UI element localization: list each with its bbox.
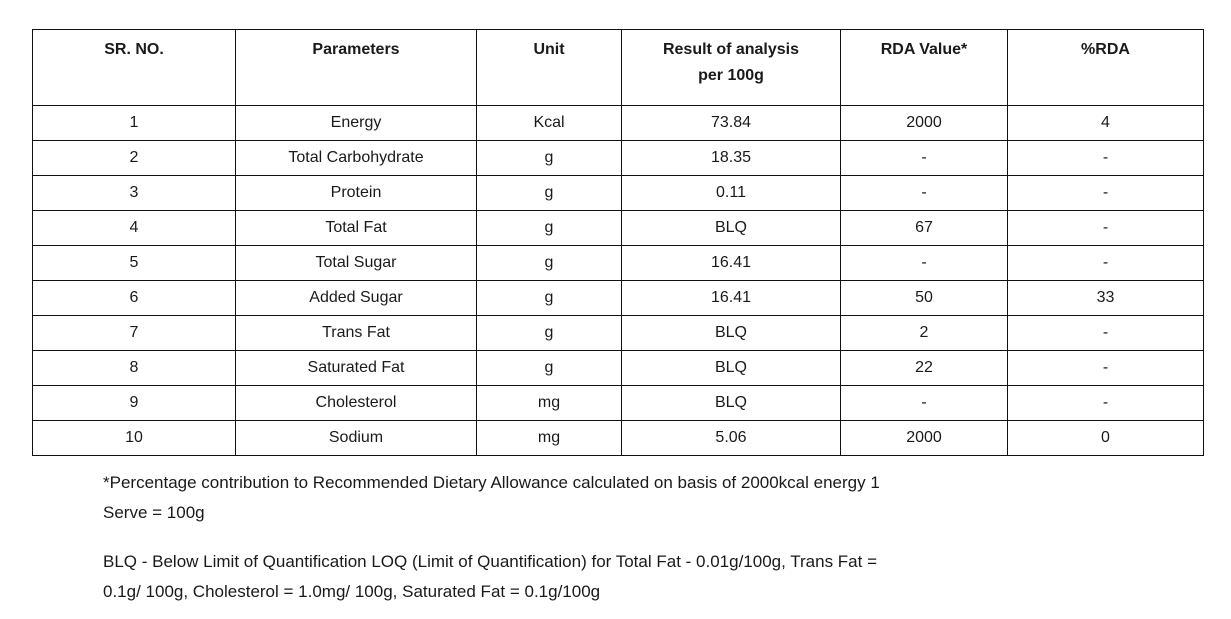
cell-unit: g bbox=[476, 350, 622, 386]
cell-parameters: Sodium bbox=[235, 420, 477, 456]
cell-result-of-analysis-per-100g: 16.41 bbox=[621, 280, 841, 316]
blq-footnote: BLQ - Below Limit of Quantification LOQ … bbox=[103, 552, 878, 601]
cell-parameters: Trans Fat bbox=[235, 315, 477, 351]
table-row: 1 Energy Kcal 73.84 2000 4 bbox=[32, 105, 1204, 141]
cell-result-of-analysis-per-100g: 16.41 bbox=[621, 245, 841, 281]
table-row: 7 Trans Fat g BLQ 2- bbox=[32, 315, 1204, 351]
cell-sr-no: 8 bbox=[32, 350, 236, 386]
cell-parameters: Saturated Fat bbox=[235, 350, 477, 386]
column-header-rda-value: RDA Value* bbox=[840, 29, 1008, 106]
table-row: 8 Saturated Fat g BLQ 22- bbox=[32, 350, 1204, 386]
cell-sr-no: 10 bbox=[32, 420, 236, 456]
cell-unit: g bbox=[476, 210, 622, 246]
nutrition-analysis-table: SR. NO. Parameters Unit Result of analysis … bbox=[32, 29, 1204, 456]
column-header-parameters: Parameters bbox=[235, 29, 477, 106]
cell-result-of-analysis-per-100g: BLQ bbox=[621, 385, 841, 421]
cell-sr-no: 5 bbox=[32, 245, 236, 281]
cell-sr-no: 7 bbox=[32, 315, 236, 351]
cell-rda-value: - bbox=[840, 140, 1008, 176]
cell-parameters: Total Carbohydrate bbox=[235, 140, 477, 176]
cell-rda-value: 2000 bbox=[840, 420, 1008, 456]
cell-unit: g bbox=[476, 280, 622, 316]
cell-sr-no: 9 bbox=[32, 385, 236, 421]
cell-unit: mg bbox=[476, 420, 622, 456]
column-header-sr-no: SR. NO. bbox=[32, 29, 236, 106]
cell-result-of-analysis-per-100g: BLQ bbox=[621, 210, 841, 246]
cell-rda-value: 2 bbox=[840, 315, 1008, 351]
cell-parameters: Protein bbox=[235, 175, 477, 211]
cell-unit: mg bbox=[476, 385, 622, 421]
cell-parameters: Total Sugar bbox=[235, 245, 477, 281]
cell-result-of-analysis-per-100g: BLQ bbox=[621, 315, 841, 351]
cell-rda-value: - bbox=[840, 175, 1008, 211]
cell-sr-no: 3 bbox=[32, 175, 236, 211]
cell-unit: g bbox=[476, 245, 622, 281]
cell-rda-value: 67 bbox=[840, 210, 1008, 246]
cell-rda: 0 bbox=[1007, 420, 1204, 456]
cell-sr-no: 4 bbox=[32, 210, 236, 246]
table-row: 9 Cholesterol mg BLQ - - bbox=[32, 385, 1204, 421]
cell-rda-value: 2000 bbox=[840, 105, 1008, 141]
cell-result-of-analysis-per-100g: 0.11 bbox=[621, 175, 841, 211]
cell-sr-no: 6 bbox=[32, 280, 236, 316]
cell-result-of-analysis-per-100g: 73.84 bbox=[621, 105, 841, 141]
cell-result-of-analysis-per-100g: 18.35 bbox=[621, 140, 841, 176]
cell-rda-value: 50 bbox=[840, 280, 1008, 316]
table-row: 2 Total Carbohydrate g 18.35- - bbox=[32, 140, 1204, 176]
cell-unit: g bbox=[476, 175, 622, 211]
cell-sr-no: 2 bbox=[32, 140, 236, 176]
table-body: 1 Energy Kcal 73.84 2000 4 2 Total Carbohydrate… bbox=[32, 105, 1204, 456]
cell-rda: - bbox=[1007, 140, 1204, 176]
column-header-rda: %RDA bbox=[1007, 29, 1204, 106]
cell-result-of-analysis-per-100g: BLQ bbox=[621, 350, 841, 386]
header-row: SR. NO. Parameters Unit Result of analysis … bbox=[32, 29, 1204, 106]
cell-rda: 33 bbox=[1007, 280, 1204, 316]
cell-rda: 4 bbox=[1007, 105, 1204, 141]
table-row: 3 Protein g 0.11- - bbox=[32, 175, 1204, 211]
cell-unit: g bbox=[476, 315, 622, 351]
cell-rda-value: - bbox=[840, 385, 1008, 421]
cell-rda: - bbox=[1007, 350, 1204, 386]
cell-unit: g bbox=[476, 140, 622, 176]
column-header-result-of-analysis-per-100g: Result of analysis per 100g bbox=[621, 29, 841, 106]
cell-unit: Kcal bbox=[476, 105, 622, 141]
table-row: 6 Added Sugar g 16.41 50 33 bbox=[32, 280, 1204, 316]
table-header: SR. NO. Parameters Unit Result of analysis … bbox=[32, 29, 1204, 106]
cell-rda: - bbox=[1007, 245, 1204, 281]
cell-rda-value: 22 bbox=[840, 350, 1008, 386]
table-row: 4 Total Fat g BLQ 67- bbox=[32, 210, 1204, 246]
cell-rda: - bbox=[1007, 175, 1204, 211]
cell-parameters: Energy bbox=[235, 105, 477, 141]
cell-result-of-analysis-per-100g: 5.06 bbox=[621, 420, 841, 456]
cell-sr-no: 1 bbox=[32, 105, 236, 141]
cell-rda-value: - bbox=[840, 245, 1008, 281]
cell-rda: - bbox=[1007, 385, 1204, 421]
cell-rda: - bbox=[1007, 210, 1204, 246]
cell-parameters: Added Sugar bbox=[235, 280, 477, 316]
column-header-unit: Unit bbox=[476, 29, 622, 106]
table-row: 10 Sodium mg 5.06 2000 0 bbox=[32, 420, 1204, 456]
rda-footnote: *Percentage contribution to Recommended … bbox=[103, 473, 880, 522]
table-row: 5 Total Sugar g 16.41- - bbox=[32, 245, 1204, 281]
cell-parameters: Cholesterol bbox=[235, 385, 477, 421]
cell-parameters: Total Fat bbox=[235, 210, 477, 246]
cell-rda: - bbox=[1007, 315, 1204, 351]
